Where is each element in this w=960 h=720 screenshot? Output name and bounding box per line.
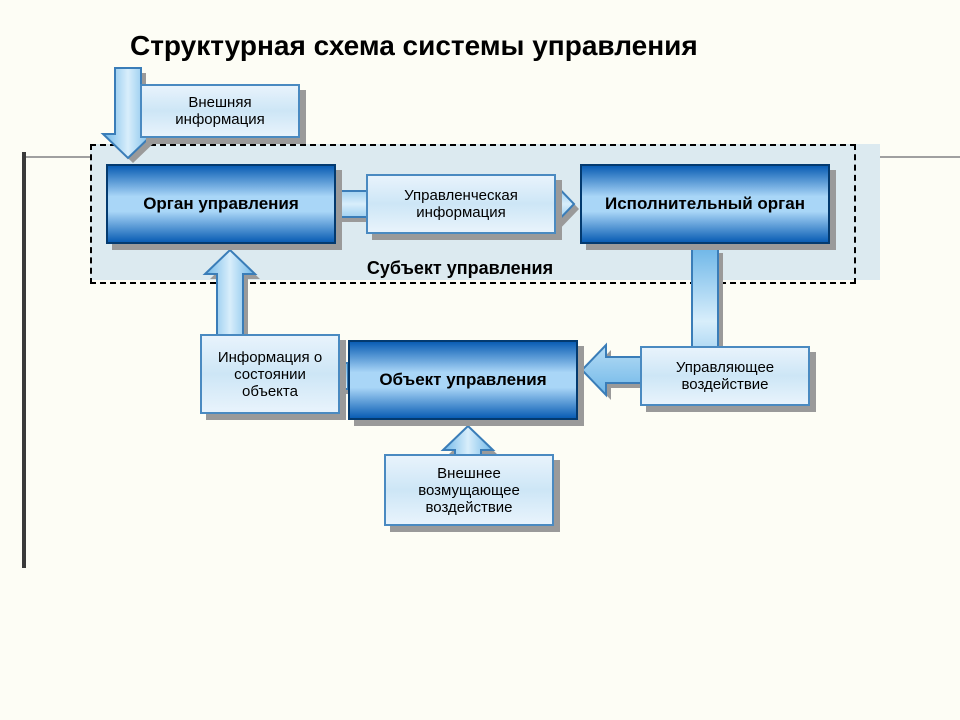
block-state-info: Информация о состоянии объекта	[200, 334, 340, 414]
block-label: Внешняя информация	[150, 94, 290, 128]
block-control-action: Управляющее воздействие	[640, 346, 810, 406]
block-disturbance: Внешнее возмущающее воздействие	[384, 454, 554, 526]
block-label: Объект управления	[379, 370, 546, 390]
block-object: Объект управления	[348, 340, 578, 420]
arrow-state-up	[205, 250, 260, 345]
block-executive-body: Исполнительный орган	[580, 164, 830, 244]
block-label: Внешнее возмущающее воздействие	[394, 465, 544, 516]
diagram-canvas: Субъект управления	[70, 80, 900, 580]
block-management-body: Орган управления	[106, 164, 336, 244]
block-label: Орган управления	[143, 194, 299, 214]
block-external-info: Внешняя информация	[140, 84, 300, 138]
left-accent-bar	[22, 152, 26, 568]
page-title: Структурная схема системы управления	[130, 30, 698, 62]
block-label: Управленческая информация	[376, 187, 546, 221]
block-management-info: Управленческая информация	[366, 174, 556, 234]
block-label: Информация о состоянии объекта	[210, 349, 330, 400]
block-label: Управляющее воздействие	[650, 359, 800, 393]
block-label: Исполнительный орган	[605, 194, 805, 214]
